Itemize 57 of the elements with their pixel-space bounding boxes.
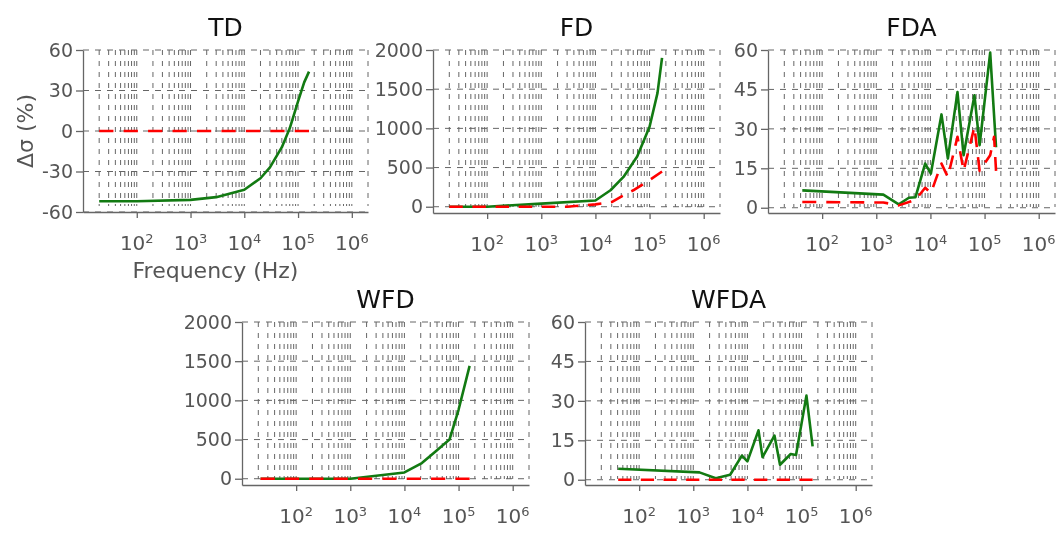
y-tick-label: 60	[733, 38, 758, 61]
x-tick-label: 10$^{3}$	[173, 230, 208, 255]
x-tick-label: 10$^{3}$	[676, 503, 711, 528]
x-tick-label: 10$^{4}$	[387, 503, 422, 528]
x-tick-label: 10$^{2}$	[622, 503, 657, 528]
y-tick-label: 0	[410, 195, 423, 218]
y-tick-label: 15	[550, 428, 575, 451]
x-tick-label: 10$^{5}$	[441, 503, 476, 528]
y-tick-label: 1500	[374, 77, 423, 100]
x-tick-label: 10$^{4}$	[227, 230, 262, 255]
y-tick-label: 30	[48, 79, 73, 102]
y-tick-label: 30	[733, 117, 758, 140]
x-tick-label: 10$^{2}$	[805, 231, 840, 256]
x-tick-label: 10$^{4}$	[913, 231, 948, 256]
y-tick-label: 0	[219, 467, 232, 490]
x-tick-label: 10$^{5}$	[967, 231, 1002, 256]
chart-title: TD	[207, 13, 243, 42]
y-tick-label: -60	[41, 200, 73, 223]
x-tick-label: 10$^{4}$	[578, 231, 613, 256]
y-tick-label: 15	[733, 156, 758, 179]
y-tick-label: 2000	[183, 310, 232, 333]
x-tick-label: 10$^{5}$	[632, 231, 667, 256]
x-tick-label: 10$^{6}$	[686, 231, 721, 256]
y-tick-label: 500	[195, 428, 232, 451]
x-tick-label: 10$^{6}$	[495, 503, 530, 528]
y-tick-label: 60	[550, 310, 575, 333]
y-tick-label: 1500	[183, 349, 232, 372]
y-tick-label: 45	[550, 350, 575, 373]
y-tick-label: 30	[550, 389, 575, 412]
x-tick-label: 10$^{6}$	[334, 230, 369, 255]
y-tick-label: -30	[41, 160, 73, 183]
x-tick-label: 10$^{6}$	[1021, 231, 1056, 256]
y-tick-label: 1000	[374, 117, 423, 140]
x-tick-label: 10$^{2}$	[119, 230, 154, 255]
x-tick-label: 10$^{5}$	[281, 230, 315, 255]
x-tick-label: 10$^{3}$	[333, 503, 368, 528]
y-tick-label: 2000	[374, 38, 423, 61]
x-tick-label: 10$^{2}$	[470, 231, 505, 256]
chart-title: FD	[559, 13, 594, 42]
x-tick-label: 10$^{5}$	[784, 503, 819, 528]
x-tick-label: 10$^{6}$	[838, 503, 873, 528]
y-tick-label: 60	[48, 38, 73, 61]
y-tick-label: 0	[562, 468, 575, 491]
y-axis-title: Δσ (%)	[13, 93, 38, 169]
y-tick-label: 0	[60, 119, 73, 142]
x-tick-label: 10$^{2}$	[279, 503, 314, 528]
x-tick-label: 10$^{3}$	[524, 231, 559, 256]
x-axis-title: Frequency (Hz)	[132, 258, 299, 283]
y-tick-label: 45	[733, 78, 758, 101]
chart-title: WFD	[356, 285, 415, 314]
x-tick-label: 10$^{3}$	[859, 231, 894, 256]
y-tick-label: 1000	[183, 389, 232, 412]
y-tick-label: 0	[745, 196, 758, 219]
chart-title: FDA	[886, 13, 937, 42]
x-tick-label: 10$^{4}$	[730, 503, 765, 528]
y-tick-label: 500	[386, 156, 423, 179]
chart-title: WFDA	[690, 285, 767, 314]
